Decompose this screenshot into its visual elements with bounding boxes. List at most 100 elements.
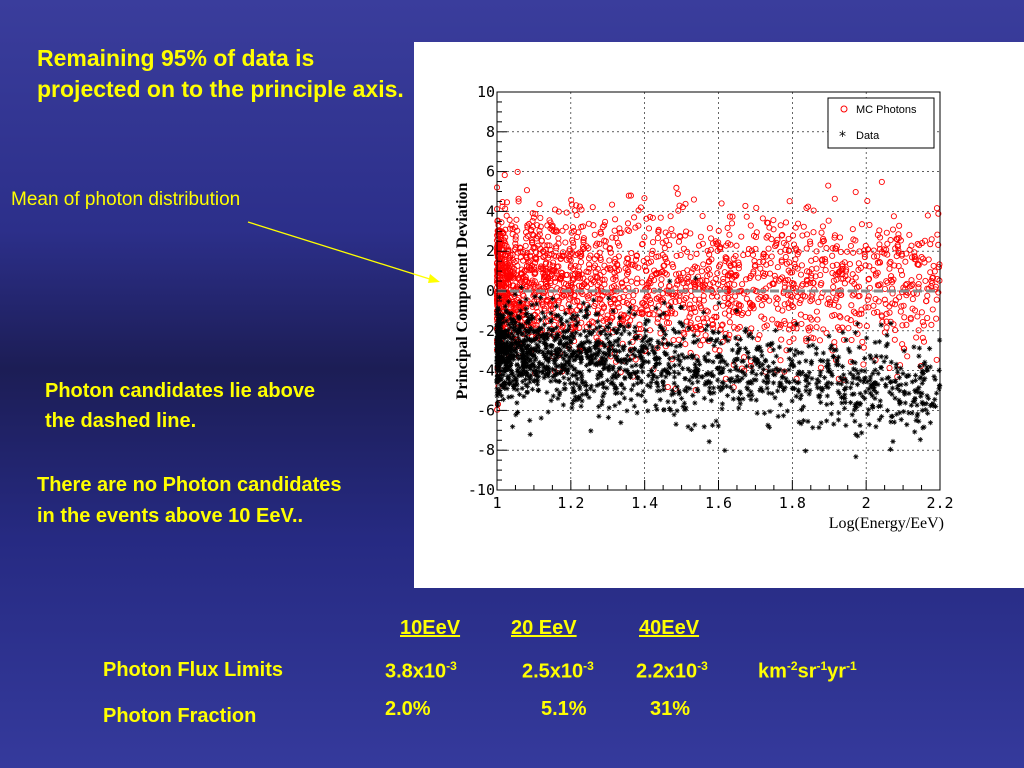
mc-photon-point: [756, 258, 763, 266]
data-point: [527, 417, 533, 424]
mc-photon-point: [499, 269, 506, 276]
data-point: [879, 413, 885, 420]
data-point: [552, 377, 558, 384]
data-point: [601, 390, 607, 396]
mc-photon-point: [560, 252, 567, 259]
mc-photon-point: [732, 252, 739, 260]
mc-photon-point: [798, 320, 805, 327]
data-point: [557, 337, 564, 343]
mc-photon-point: [667, 213, 674, 220]
data-point: [514, 409, 521, 415]
data-point: [824, 393, 830, 399]
data-point: [719, 401, 726, 407]
mc-photon-point: [842, 273, 849, 280]
mc-photon-point: [856, 322, 863, 329]
data-point: [820, 358, 826, 364]
mc-photon-point: [510, 273, 517, 280]
mc-photon-point: [915, 261, 922, 268]
mc-photon-point: [798, 262, 805, 269]
data-point: [548, 310, 554, 316]
data-point: [653, 305, 659, 311]
data-point: [644, 345, 650, 351]
mc-photon-point: [874, 308, 881, 316]
data-point: [819, 388, 825, 394]
mc-photon-point: [666, 319, 673, 326]
data-point: [864, 335, 870, 341]
mc-photon-point: [647, 300, 654, 307]
data-point: [909, 379, 915, 385]
mc-photon-point: [870, 247, 877, 254]
data-point: [534, 381, 540, 387]
mc-photon-point: [789, 232, 797, 239]
mc-photon-point: [770, 217, 777, 224]
data-point: [889, 385, 896, 391]
data-point: [784, 408, 790, 414]
data-point: [538, 415, 544, 421]
data-point: [733, 335, 739, 341]
mc-photon-point: [852, 237, 859, 244]
data-point: [617, 322, 623, 329]
mc-photon-point: [656, 269, 663, 276]
data-point: [591, 388, 597, 394]
data-point: [543, 345, 549, 352]
data-point: [904, 422, 910, 428]
mc-photon-point: [673, 271, 680, 278]
data-point: [692, 400, 698, 406]
data-point: [729, 347, 735, 353]
data-point: [917, 363, 923, 369]
mc-photon-point: [537, 214, 544, 221]
mc-photon-point: [915, 284, 922, 291]
mc-photon-point: [704, 247, 711, 254]
mc-photon-point: [631, 262, 639, 269]
data-point: [634, 410, 640, 416]
mc-photon-point: [829, 270, 836, 277]
mc-photon-point: [771, 272, 778, 279]
mc-photon-point: [726, 213, 733, 220]
mc-photon-point: [935, 241, 942, 248]
mc-photon-point: [810, 279, 817, 287]
mc-photon-point: [519, 291, 526, 298]
mc-photon-point: [563, 209, 570, 216]
data-point: [672, 349, 678, 355]
mc-photon-point: [807, 314, 814, 321]
mc-photon-point: [750, 305, 757, 312]
mc-photon-point: [756, 332, 763, 339]
mc-photon-point: [593, 334, 600, 341]
mc-photon-point: [682, 200, 689, 207]
mc-photon-point: [499, 247, 506, 254]
mc-photon-point: [900, 302, 907, 309]
data-point: [618, 419, 624, 426]
data-point: [519, 385, 525, 391]
mc-photon-point: [780, 240, 787, 247]
data-point: [817, 369, 824, 375]
mc-photon-point: [715, 281, 722, 288]
y-axis-label: Principal Component Deviation: [454, 182, 471, 399]
data-point: [921, 424, 927, 430]
mc-photon-point: [601, 222, 608, 229]
mc-photon-point: [688, 293, 695, 300]
mc-photon-point: [925, 256, 932, 263]
mc-photon-point: [887, 237, 894, 244]
data-point: [612, 402, 618, 409]
data-point: [869, 402, 875, 409]
mc-photon-point: [659, 239, 666, 246]
mc-photon-point: [538, 237, 545, 244]
data-point: [729, 375, 735, 382]
data-point: [906, 390, 912, 396]
data-point: [560, 329, 566, 335]
data-point: [610, 308, 616, 314]
mc-photon-point: [810, 207, 817, 214]
mc-photon-point: [842, 268, 849, 275]
data-point: [566, 323, 572, 329]
data-point: [666, 405, 673, 412]
data-point: [509, 394, 515, 400]
mc-photon-point: [915, 281, 922, 288]
data-point: [647, 384, 653, 390]
data-point: [676, 362, 682, 368]
data-point: [802, 448, 809, 454]
data-point: [627, 374, 634, 380]
data-point: [610, 364, 616, 370]
mc-photon-point: [559, 227, 566, 234]
data-point: [734, 374, 740, 380]
mc-photon-point: [795, 248, 802, 255]
